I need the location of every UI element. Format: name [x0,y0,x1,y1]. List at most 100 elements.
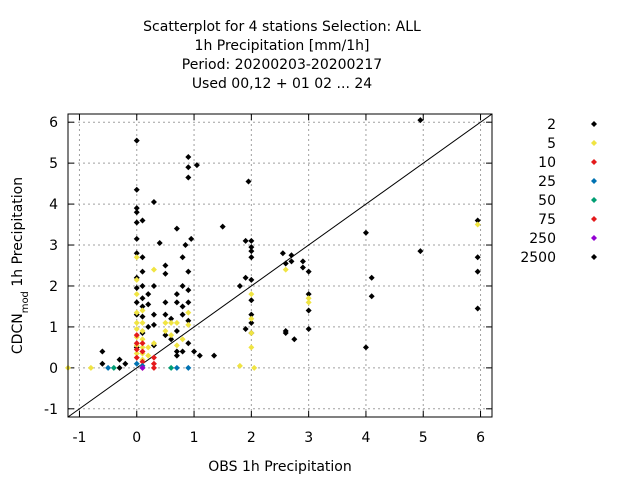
legend-marker-2500 [591,254,597,260]
data-point-series-2 [368,293,375,300]
data-point-series-2 [179,303,186,310]
data-point-series-50 [168,364,175,371]
data-point-series-2 [288,252,295,259]
data-point-series-5 [185,309,192,316]
y-tick-label: 3 [49,238,58,254]
data-point-series-2 [417,248,424,255]
y-tick-label: 1 [49,320,58,336]
data-points [65,117,481,371]
data-point-series-5 [162,328,169,335]
data-point-series-2 [248,248,255,255]
x-tick-label: 6 [476,430,485,446]
data-point-series-10 [133,354,140,361]
data-point-series-2 [168,336,175,343]
legend-label-50: 50 [538,193,556,209]
data-point-series-2 [305,325,312,332]
data-point-series-2 [188,235,195,242]
data-point-series-2 [279,250,286,257]
legend-marker-5 [591,140,597,146]
data-point-series-5 [168,332,175,339]
data-point-series-5 [133,319,140,326]
data-point-series-2 [211,352,218,359]
legend-marker-250 [591,235,597,241]
data-point-series-5 [305,295,312,302]
legend-label-2: 2 [547,117,556,133]
chart-title: Scatterplot for 4 stations Selection: AL… [143,19,421,92]
data-point-series-2 [248,244,255,251]
data-point-series-2 [305,307,312,314]
data-point-series-2 [242,237,249,244]
data-point-series-10 [150,354,157,361]
data-point-series-5 [179,336,186,343]
data-point-series-5 [139,319,146,326]
title-line-1: 1h Precipitation [mm/1h] [195,38,370,54]
data-point-series-2 [133,205,140,212]
data-point-series-5 [133,309,140,316]
data-point-series-2 [139,295,146,302]
data-point-series-2 [299,264,306,271]
data-point-series-5 [133,254,140,261]
diagonal-line [67,113,493,418]
data-point-series-2 [139,313,146,320]
data-point-series-5 [248,315,255,322]
data-point-series-10 [133,340,140,347]
data-point-series-2 [185,164,192,171]
data-point-series-50 [110,364,117,371]
data-point-series-2 [474,268,481,275]
data-point-series-10 [139,348,146,355]
data-point-series-5 [133,350,140,357]
data-point-series-2 [219,223,226,230]
data-point-series-10 [150,364,157,371]
y-axis-label-main: CDCN [10,313,26,354]
data-point-series-2 [193,162,200,169]
data-point-series-2 [474,305,481,312]
data-point-series-2 [299,258,306,265]
data-point-series-2 [185,340,192,347]
data-point-series-2 [139,303,146,310]
data-point-series-2 [185,153,192,160]
y-tick-label: 2 [49,279,58,295]
data-point-series-2 [145,301,152,308]
data-point-series-2 [185,317,192,324]
data-point-series-25 [133,360,140,367]
x-tick-label: -1 [72,430,86,446]
x-tick-label: 0 [132,430,141,446]
data-point-series-2 [179,311,186,318]
y-tick-label: 6 [49,115,58,131]
y-tick-label: -1 [44,402,58,418]
data-point-series-2 [150,321,157,328]
data-point-series-2 [248,254,255,261]
data-point-series-10 [139,358,146,365]
data-point-series-5 [168,319,175,326]
data-point-series-5 [162,319,169,326]
data-point-series-250 [139,364,146,371]
data-point-series-2 [474,217,481,224]
data-point-series-5 [236,362,243,369]
legend-label-250: 250 [529,231,556,247]
data-point-series-10 [133,346,140,353]
data-point-series-5 [133,291,140,298]
data-point-series-5 [248,330,255,337]
data-point-series-2 [139,217,146,224]
x-axis-label: OBS 1h Precipitation [208,459,351,475]
legend-label-75: 75 [538,212,556,228]
data-point-series-2 [248,311,255,318]
legend-label-10: 10 [538,155,556,171]
x-tick-label: 3 [304,430,313,446]
data-point-series-2 [173,348,180,355]
data-point-series-2 [182,242,189,249]
data-point-series-2 [282,260,289,267]
data-point-series-2 [185,287,192,294]
x-tick-label: 4 [361,430,370,446]
legend-label-5: 5 [547,136,556,152]
data-point-series-5 [173,342,180,349]
data-point-series-2 [139,282,146,289]
data-point-series-5 [133,325,140,332]
data-point-series-5 [87,364,94,371]
data-point-series-2 [196,352,203,359]
data-point-series-5 [145,352,152,359]
data-point-series-2 [191,348,198,355]
legend-marker-50 [591,197,597,203]
x-tick-labels: -1 0 1 2 3 4 5 6 [72,430,485,446]
